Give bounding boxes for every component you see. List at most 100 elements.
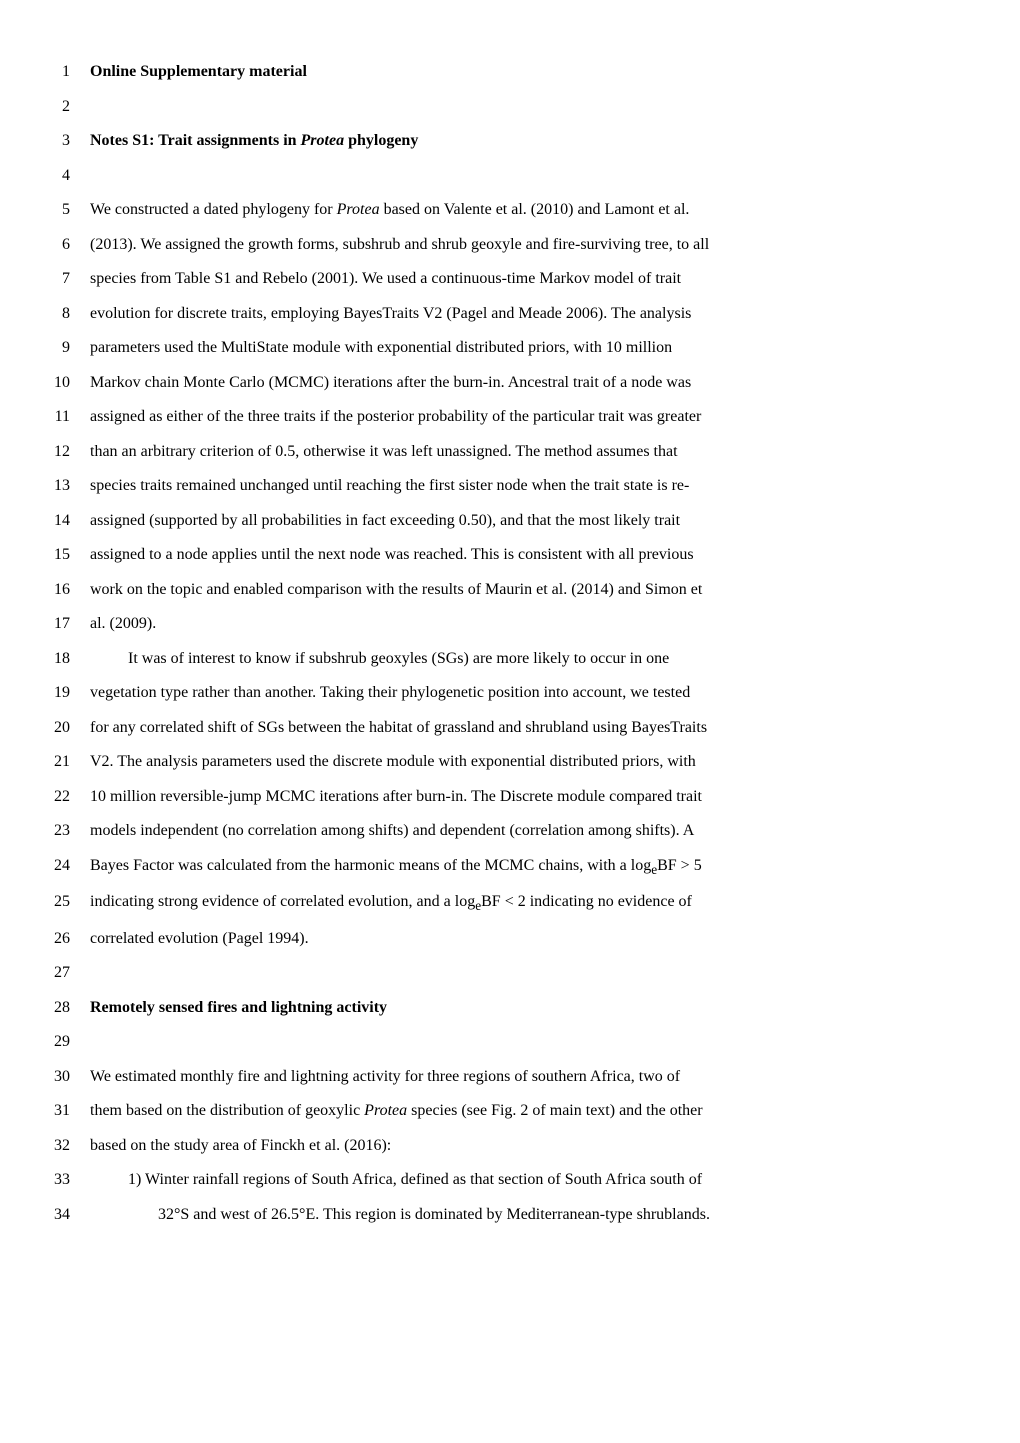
text-segment: vegetation type rather than another. Tak… bbox=[90, 684, 690, 701]
line-text: Bayes Factor was calculated from the har… bbox=[90, 854, 940, 880]
line-number: 15 bbox=[50, 546, 90, 564]
line-text: assigned to a node applies until the nex… bbox=[90, 543, 940, 567]
line-number: 6 bbox=[50, 236, 90, 254]
line-row: 26correlated evolution (Pagel 1994). bbox=[50, 927, 940, 951]
line-number: 18 bbox=[50, 650, 90, 668]
line-number: 3 bbox=[50, 132, 90, 150]
text-segment: Protea bbox=[337, 201, 380, 218]
line-number: 26 bbox=[50, 930, 90, 948]
line-row: 5We constructed a dated phylogeny for Pr… bbox=[50, 198, 940, 222]
text-segment: Bayes Factor was calculated from the har… bbox=[90, 857, 651, 874]
text-segment: 32°S and west of 26.5°E. This region is … bbox=[158, 1206, 710, 1223]
line-number: 22 bbox=[50, 788, 90, 806]
line-text: models independent (no correlation among… bbox=[90, 819, 940, 843]
line-text: It was of interest to know if subshrub g… bbox=[90, 647, 940, 671]
line-number: 13 bbox=[50, 477, 90, 495]
line-text: species from Table S1 and Rebelo (2001).… bbox=[90, 267, 940, 291]
line-text: (2013). We assigned the growth forms, su… bbox=[90, 233, 940, 257]
line-text: them based on the distribution of geoxyl… bbox=[90, 1099, 940, 1123]
line-number: 23 bbox=[50, 822, 90, 840]
line-row: 4 bbox=[50, 164, 940, 188]
line-number: 32 bbox=[50, 1137, 90, 1155]
text-segment: BF > 5 bbox=[657, 857, 702, 874]
text-segment: assigned to a node applies until the nex… bbox=[90, 546, 694, 563]
line-number: 12 bbox=[50, 443, 90, 461]
line-row: 16work on the topic and enabled comparis… bbox=[50, 578, 940, 602]
text-segment: assigned as either of the three traits i… bbox=[90, 408, 701, 425]
line-row: 27 bbox=[50, 961, 940, 985]
line-number: 34 bbox=[50, 1206, 90, 1224]
line-row: 32based on the study area of Finckh et a… bbox=[50, 1134, 940, 1158]
text-segment: indicating strong evidence of correlated… bbox=[90, 893, 475, 910]
line-row: 7species from Table S1 and Rebelo (2001)… bbox=[50, 267, 940, 291]
line-row: 2 bbox=[50, 95, 940, 119]
line-number: 28 bbox=[50, 999, 90, 1017]
line-number: 11 bbox=[50, 408, 90, 426]
line-text: for any correlated shift of SGs between … bbox=[90, 716, 940, 740]
line-row: 25indicating strong evidence of correlat… bbox=[50, 890, 940, 916]
text-segment: al. (2009). bbox=[90, 615, 156, 632]
line-text: 1) Winter rainfall regions of South Afri… bbox=[90, 1168, 940, 1192]
line-number: 33 bbox=[50, 1171, 90, 1189]
line-row: 17al. (2009). bbox=[50, 612, 940, 636]
line-text: based on the study area of Finckh et al.… bbox=[90, 1134, 940, 1158]
line-text: evolution for discrete traits, employing… bbox=[90, 302, 940, 326]
line-row: 1Online Supplementary material bbox=[50, 60, 940, 84]
line-row: 15assigned to a node applies until the n… bbox=[50, 543, 940, 567]
line-row: 23models independent (no correlation amo… bbox=[50, 819, 940, 843]
line-text: 32°S and west of 26.5°E. This region is … bbox=[90, 1203, 940, 1227]
line-row: 20for any correlated shift of SGs betwee… bbox=[50, 716, 940, 740]
line-text: al. (2009). bbox=[90, 612, 940, 636]
line-row: 6(2013). We assigned the growth forms, s… bbox=[50, 233, 940, 257]
text-segment: them based on the distribution of geoxyl… bbox=[90, 1102, 364, 1119]
line-text: Online Supplementary material bbox=[90, 60, 940, 84]
line-text: We constructed a dated phylogeny for Pro… bbox=[90, 198, 940, 222]
line-number: 5 bbox=[50, 201, 90, 219]
text-segment: species (see Fig. 2 of main text) and th… bbox=[407, 1102, 702, 1119]
text-segment: Remotely sensed fires and lightning acti… bbox=[90, 999, 387, 1016]
line-row: 12than an arbitrary criterion of 0.5, ot… bbox=[50, 440, 940, 464]
line-text: We estimated monthly fire and lightning … bbox=[90, 1065, 940, 1089]
line-text: than an arbitrary criterion of 0.5, othe… bbox=[90, 440, 940, 464]
line-number: 19 bbox=[50, 684, 90, 702]
text-segment: correlated evolution (Pagel 1994). bbox=[90, 930, 309, 947]
line-row: 13species traits remained unchanged unti… bbox=[50, 474, 940, 498]
line-row: 3Notes S1: Trait assignments in Protea p… bbox=[50, 129, 940, 153]
line-row: 29 bbox=[50, 1030, 940, 1054]
line-row: 18 It was of interest to know if subshrub… bbox=[50, 647, 940, 671]
text-segment: We estimated monthly fire and lightning … bbox=[90, 1068, 680, 1085]
line-row: 31them based on the distribution of geox… bbox=[50, 1099, 940, 1123]
line-row: 331) Winter rainfall regions of South Af… bbox=[50, 1168, 940, 1192]
line-text bbox=[90, 961, 940, 985]
line-number: 24 bbox=[50, 857, 90, 875]
text-segment: 10 million reversible-jump MCMC iteratio… bbox=[90, 788, 702, 805]
line-row: 24Bayes Factor was calculated from the h… bbox=[50, 854, 940, 880]
line-row: 9parameters used the MultiState module w… bbox=[50, 336, 940, 360]
line-number: 31 bbox=[50, 1102, 90, 1120]
text-segment: It was of interest to know if subshrub g… bbox=[128, 650, 669, 667]
line-number: 7 bbox=[50, 270, 90, 288]
text-segment: based on Valente et al. (2010) and Lamon… bbox=[380, 201, 690, 218]
line-number: 30 bbox=[50, 1068, 90, 1086]
line-number: 21 bbox=[50, 753, 90, 771]
text-segment: work on the topic and enabled comparison… bbox=[90, 581, 702, 598]
line-number: 9 bbox=[50, 339, 90, 357]
line-text: Markov chain Monte Carlo (MCMC) iteratio… bbox=[90, 371, 940, 395]
text-segment: BF < 2 indicating no evidence of bbox=[481, 893, 692, 910]
line-text: Notes S1: Trait assignments in Protea ph… bbox=[90, 129, 940, 153]
line-text: work on the topic and enabled comparison… bbox=[90, 578, 940, 602]
line-number: 8 bbox=[50, 305, 90, 323]
line-row: 2210 million reversible-jump MCMC iterat… bbox=[50, 785, 940, 809]
line-row: 21V2. The analysis parameters used the d… bbox=[50, 750, 940, 774]
text-segment: Markov chain Monte Carlo (MCMC) iteratio… bbox=[90, 374, 691, 391]
line-row: 30We estimated monthly fire and lightnin… bbox=[50, 1065, 940, 1089]
line-row: 11assigned as either of the three traits… bbox=[50, 405, 940, 429]
line-text bbox=[90, 164, 940, 188]
text-segment: Protea bbox=[364, 1102, 407, 1119]
text-segment: parameters used the MultiState module wi… bbox=[90, 339, 672, 356]
line-number: 2 bbox=[50, 98, 90, 116]
text-segment: Online Supplementary material bbox=[90, 63, 307, 80]
line-text: Remotely sensed fires and lightning acti… bbox=[90, 996, 940, 1020]
line-number: 16 bbox=[50, 581, 90, 599]
line-number: 20 bbox=[50, 719, 90, 737]
